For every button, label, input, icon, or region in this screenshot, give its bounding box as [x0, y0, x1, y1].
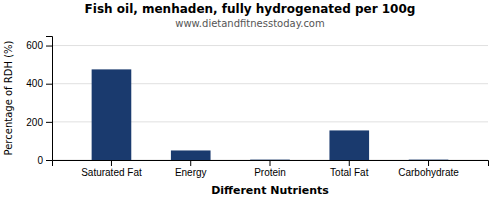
- x-tick: Energy: [175, 160, 207, 178]
- grid-line: [52, 45, 488, 46]
- x-tick-mark: [349, 160, 350, 166]
- x-tick-label: Total Fat: [330, 167, 369, 178]
- bars: [92, 69, 449, 160]
- plot: 0 200 400 600 Saturated Fat Energy Protein Tota…: [26, 37, 488, 179]
- y-tick: 0: [37, 155, 52, 166]
- x-axis-title: Different Nutrients: [211, 184, 329, 197]
- x-tick: Total Fat: [330, 160, 369, 178]
- bar: [92, 69, 132, 160]
- y-tick-label: 0: [37, 155, 43, 166]
- subtitle: www.dietandfitnesstoday.com: [175, 18, 324, 29]
- x-tick-label: Carbohydrate: [398, 167, 459, 178]
- y-tick: 600: [26, 40, 52, 51]
- y-tick-label: 400: [26, 78, 43, 89]
- x-tick-label: Energy: [175, 167, 207, 178]
- x-tick: Saturated Fat: [81, 160, 142, 178]
- x-tick: Carbohydrate: [398, 160, 459, 178]
- chart: Fish oil, menhaden, fully hydrogenated p…: [0, 0, 500, 200]
- y-tick-label: 600: [26, 40, 43, 51]
- y-axis-line: [46, 37, 53, 161]
- x-tick-mark: [270, 160, 271, 166]
- x-tick-label: Saturated Fat: [81, 167, 142, 178]
- bar: [250, 159, 290, 160]
- y-tick-mark: [46, 84, 52, 85]
- y-tick-mark: [46, 46, 52, 47]
- x-tick-label: Protein: [254, 167, 286, 178]
- x-axis: Saturated Fat Energy Protein Total Fat Carbo…: [53, 160, 489, 178]
- y-tick-mark: [46, 160, 52, 161]
- x-tick-mark: [190, 160, 191, 166]
- y-axis-title: Percentage of RDH (%): [3, 40, 14, 155]
- x-tick-mark: [111, 160, 112, 166]
- y-tick: 400: [26, 78, 52, 89]
- x-tick: Protein: [254, 160, 286, 178]
- y-tick-mark: [46, 122, 52, 123]
- x-tick-mark: [428, 160, 429, 166]
- bar: [171, 150, 211, 160]
- bar: [329, 130, 369, 160]
- y-axis: 0 200 400 600: [26, 37, 52, 166]
- title: Fish oil, menhaden, fully hydrogenated p…: [85, 2, 416, 16]
- x-axis-line: [53, 161, 489, 167]
- y-tick: 200: [26, 117, 52, 128]
- bar: [409, 159, 449, 160]
- grid: [52, 46, 488, 160]
- y-tick-label: 200: [26, 117, 43, 128]
